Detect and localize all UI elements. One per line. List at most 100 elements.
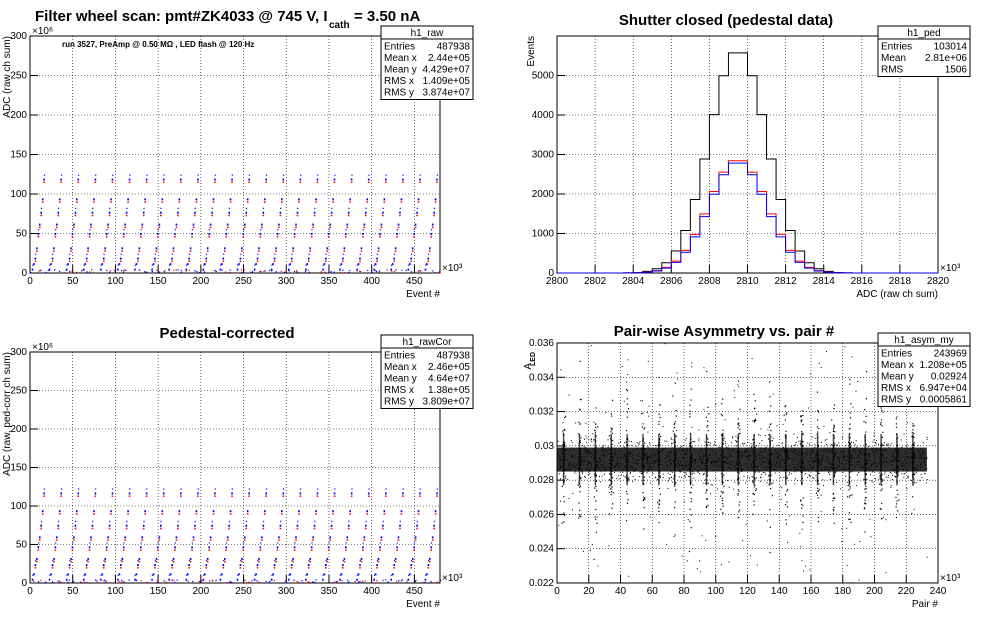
data-point bbox=[627, 480, 629, 483]
data-point bbox=[881, 502, 883, 505]
data-point bbox=[222, 567, 225, 569]
data-point bbox=[344, 271, 346, 274]
data-point bbox=[782, 423, 784, 425]
data-point bbox=[719, 447, 721, 449]
data-point bbox=[67, 573, 69, 576]
data-point bbox=[755, 489, 757, 492]
data-point bbox=[185, 264, 188, 266]
data-point bbox=[704, 441, 706, 443]
x-tick-label: 200 bbox=[192, 586, 209, 597]
data-point bbox=[121, 269, 123, 272]
data-point bbox=[834, 431, 836, 433]
data-point bbox=[314, 207, 316, 209]
data-point bbox=[610, 415, 613, 417]
data-point bbox=[58, 520, 60, 522]
asymmetry-spike bbox=[594, 433, 597, 486]
data-point bbox=[592, 433, 594, 435]
data-point bbox=[863, 465, 865, 467]
data-point bbox=[818, 362, 820, 364]
y-axis-label-sub: LED bbox=[530, 352, 537, 366]
data-point bbox=[640, 400, 642, 402]
data-point bbox=[399, 211, 401, 214]
data-point bbox=[275, 557, 277, 560]
data-point bbox=[401, 269, 403, 271]
data-point bbox=[801, 444, 804, 446]
data-point bbox=[171, 567, 173, 569]
data-point bbox=[814, 460, 816, 462]
data-point bbox=[728, 466, 730, 468]
data-point bbox=[577, 484, 579, 486]
data-point bbox=[643, 496, 645, 498]
data-point bbox=[824, 439, 826, 441]
data-point bbox=[788, 515, 790, 517]
data-point bbox=[836, 469, 838, 471]
data-point bbox=[560, 466, 562, 468]
data-point bbox=[117, 574, 119, 576]
data-point bbox=[596, 460, 598, 462]
data-point bbox=[783, 469, 785, 471]
data-point bbox=[827, 457, 829, 459]
data-point bbox=[817, 419, 819, 421]
data-point bbox=[735, 463, 737, 465]
data-point bbox=[766, 461, 768, 463]
data-point bbox=[127, 510, 129, 513]
data-point bbox=[279, 527, 282, 530]
data-point bbox=[427, 257, 430, 260]
data-point bbox=[819, 463, 821, 465]
data-point bbox=[134, 268, 136, 271]
data-point bbox=[833, 471, 835, 473]
data-point bbox=[848, 496, 851, 498]
data-point bbox=[854, 543, 856, 545]
data-point bbox=[248, 492, 250, 495]
data-point bbox=[171, 579, 173, 581]
data-point bbox=[331, 520, 333, 522]
data-point bbox=[782, 465, 784, 467]
data-point bbox=[315, 513, 317, 515]
stats-row-label: Mean x bbox=[384, 53, 417, 64]
data-point bbox=[879, 472, 881, 474]
asymmetry-spike bbox=[912, 433, 914, 486]
asymmetry-spike bbox=[816, 433, 819, 486]
data-point bbox=[596, 516, 598, 518]
data-point bbox=[383, 201, 386, 203]
data-point bbox=[671, 471, 673, 473]
data-point bbox=[689, 410, 691, 412]
data-point bbox=[138, 247, 141, 250]
data-point bbox=[211, 527, 213, 530]
data-point bbox=[698, 473, 700, 475]
x-tick-label: 300 bbox=[278, 586, 295, 597]
data-point bbox=[322, 268, 324, 271]
data-point bbox=[720, 564, 722, 566]
data-point bbox=[771, 482, 773, 485]
data-point bbox=[814, 460, 816, 462]
data-point bbox=[69, 253, 71, 255]
data-point bbox=[73, 223, 75, 226]
data-point bbox=[860, 447, 862, 449]
data-point bbox=[815, 454, 817, 457]
data-point bbox=[209, 223, 212, 226]
data-point bbox=[639, 471, 641, 473]
data-point bbox=[162, 178, 165, 181]
data-point bbox=[205, 560, 208, 562]
data-point bbox=[715, 403, 717, 405]
data-point bbox=[43, 495, 45, 497]
data-point bbox=[678, 464, 680, 466]
data-point bbox=[761, 473, 763, 475]
data-point bbox=[659, 416, 661, 419]
data-point bbox=[836, 444, 838, 446]
stats-row-value: 1.208e+05 bbox=[919, 360, 967, 371]
data-point bbox=[291, 253, 293, 255]
x-tick-label: 2814 bbox=[813, 276, 836, 287]
data-point bbox=[814, 456, 816, 458]
data-point bbox=[737, 422, 739, 424]
data-point bbox=[834, 468, 836, 470]
data-point bbox=[738, 425, 740, 427]
data-point bbox=[168, 268, 170, 271]
data-point bbox=[884, 449, 886, 451]
data-point bbox=[924, 463, 926, 465]
data-point bbox=[895, 418, 897, 420]
data-point bbox=[102, 567, 105, 569]
data-point bbox=[888, 447, 890, 449]
data-point bbox=[618, 478, 620, 480]
